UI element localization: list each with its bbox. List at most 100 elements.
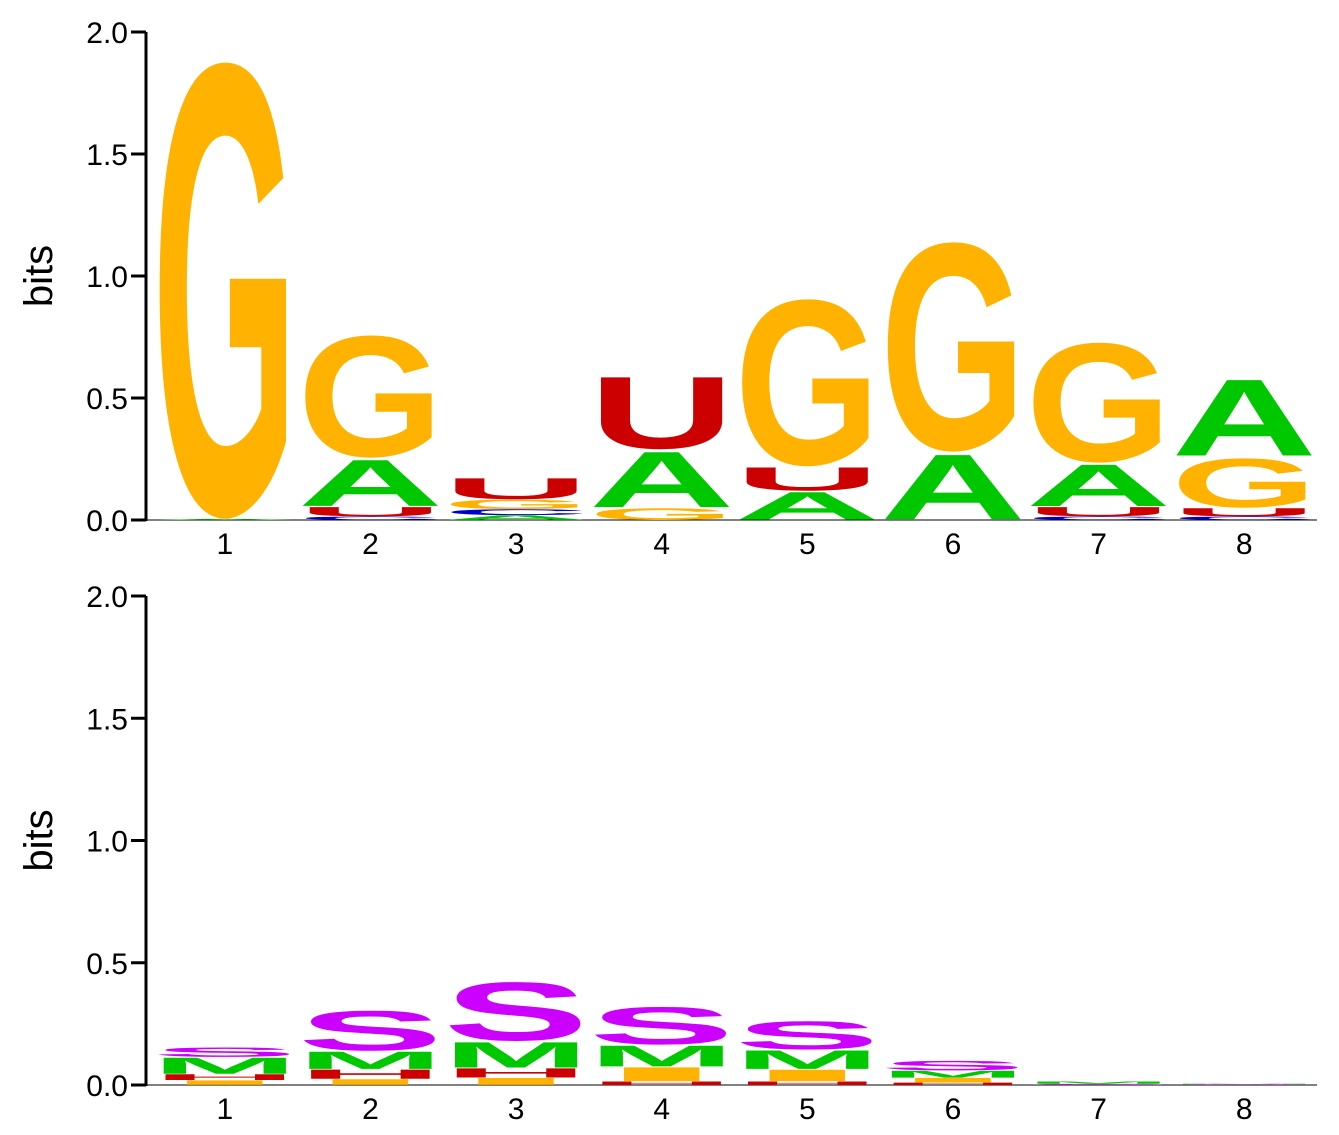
x-tick-label: 3 [508, 1093, 525, 1126]
logo-letter-S: S [589, 996, 735, 1056]
logo-letter-I: I [152, 1079, 298, 1086]
logo-letter-A: A [443, 514, 589, 521]
x-tick-label: 7 [1090, 1093, 1107, 1126]
y-tick-label: 1.0 [86, 826, 128, 859]
logo-letter-U: U [589, 355, 735, 470]
logo-letter-S: S [735, 1013, 881, 1058]
logo-letter-U: U [1026, 504, 1172, 519]
logo-letter-C: C [298, 515, 444, 521]
y-tick-label: 1.5 [86, 139, 128, 172]
logo-letter-M: M [1026, 1081, 1172, 1085]
y-tick-label: 0.0 [86, 1070, 128, 1103]
logo-letter-I: I [735, 1066, 881, 1085]
logo-letter-G: G [443, 497, 589, 512]
logo-letter-U: U [298, 504, 444, 519]
logo-letter-U: U [735, 460, 881, 497]
logo-letter-G: G [298, 301, 444, 494]
x-tick-label: 4 [653, 528, 670, 561]
x-tick-label: 4 [653, 1093, 670, 1126]
logo-letter-S: S [443, 965, 589, 1058]
logo-letter-G: G [152, 0, 298, 649]
logo-letter-C: C [443, 508, 589, 517]
logo-letter-A: A [152, 518, 298, 520]
x-tick-label: 8 [1236, 528, 1253, 561]
logo-letter-U: U [1171, 506, 1317, 519]
logo-letter-A: A [298, 446, 444, 520]
logo-letter-A: A [1026, 452, 1172, 519]
logo-letter-M: M [1171, 1084, 1317, 1085]
y-tick-label: 0.5 [86, 383, 128, 416]
logo-letter-M: M [298, 1046, 444, 1074]
x-tick-label: 2 [362, 528, 379, 561]
y-tick-label: 1.5 [86, 703, 128, 736]
x-tick-label: 1 [216, 1093, 233, 1126]
logo-letter-S: S [880, 1058, 1026, 1073]
logo-letter-I: I [880, 1076, 1026, 1083]
logo-column: AUG [735, 251, 881, 528]
y-tick-label: 2.0 [86, 17, 128, 50]
y-axis-label: bits [17, 245, 61, 307]
y-tick-label: 2.0 [86, 581, 128, 614]
x-tick-label: 2 [362, 1093, 379, 1126]
logo-letter-H: H [589, 1080, 735, 1086]
logo-column: SM [1171, 1084, 1317, 1086]
y-tick-label: 1.0 [86, 261, 128, 294]
logo-letter-M: M [880, 1069, 1026, 1080]
logo-letter-S: S [1171, 1084, 1317, 1085]
y-axis-label: bits [17, 809, 61, 871]
logo-letter-M: M [152, 1053, 298, 1079]
logo-letter-C: C [1171, 515, 1317, 521]
x-tick-label: 6 [945, 1093, 962, 1126]
logo-letter-G: G [1171, 444, 1317, 522]
logo-letter-G: G [880, 182, 1026, 512]
logo-letter-H: H [880, 1082, 1026, 1086]
logo-letter-A: A [1171, 357, 1317, 479]
x-tick-label: 7 [1090, 528, 1107, 561]
logo-letter-U: U [443, 472, 589, 505]
x-tick-label: 5 [799, 528, 816, 561]
logo-letter-I: I [298, 1077, 444, 1086]
logo-letter-A: A [735, 483, 881, 528]
y-tick-label: 0.0 [86, 505, 128, 538]
logo-letter-I: I [443, 1076, 589, 1087]
logo-column: AG [880, 182, 1026, 539]
logo-letter-M: M [735, 1045, 881, 1075]
logo-letter-A: A [589, 435, 735, 524]
logo-letter-G: G [1026, 307, 1172, 497]
logo-column: SM [1026, 1081, 1172, 1086]
y-tick-label: 0.5 [86, 948, 128, 981]
logo-letter-M: M [589, 1039, 735, 1073]
logo-letter-I: I [589, 1063, 735, 1085]
logo-letter-H: H [735, 1080, 881, 1086]
logo-letter-H: H [152, 1073, 298, 1082]
logo-letter-G: G [589, 505, 735, 523]
logo-letter-G: G [735, 251, 881, 515]
logo-letter-M: M [443, 1034, 589, 1075]
logo-column: AG [152, 0, 298, 649]
logo-letter-S: S [152, 1045, 298, 1060]
x-tick-label: 1 [216, 528, 233, 561]
logo-column: GAU [589, 355, 735, 524]
logo-letter-H: H [298, 1067, 444, 1082]
logo-letter-H: H [443, 1066, 589, 1081]
logo-letter-S: S [298, 999, 444, 1062]
x-tick-label: 5 [799, 1093, 816, 1126]
x-tick-label: 8 [1236, 1093, 1253, 1126]
logo-letter-S: S [1026, 1083, 1172, 1085]
logo-letter-C: C [1026, 515, 1172, 521]
x-tick-label: 3 [508, 528, 525, 561]
